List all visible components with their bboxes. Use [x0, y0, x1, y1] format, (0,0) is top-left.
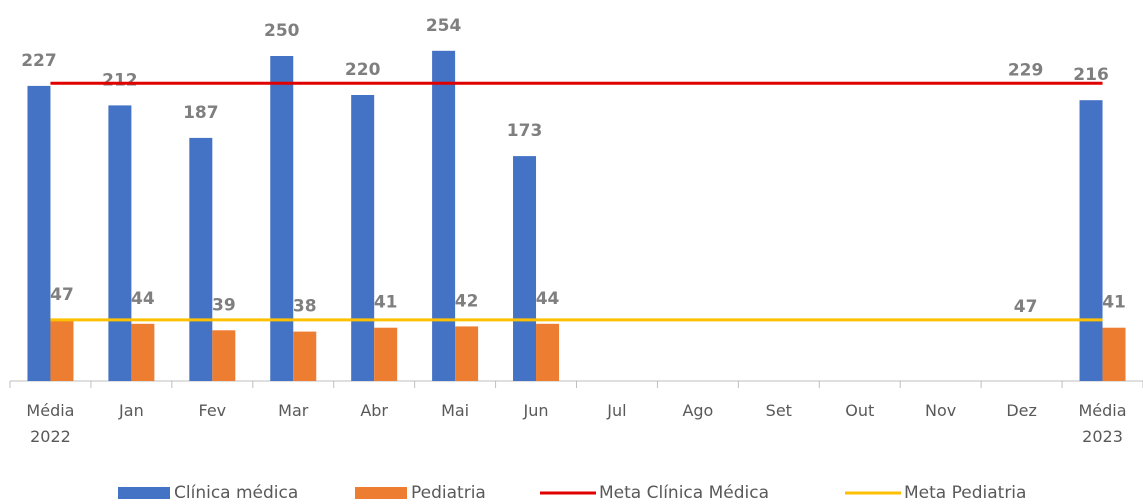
x-tick-label: Dez [1006, 401, 1037, 420]
target-label: 229 [1008, 60, 1044, 80]
x-tick-label: Jan [119, 401, 144, 420]
data-label: 187 [183, 103, 219, 123]
data-label: 173 [507, 121, 543, 141]
x-tick-label: Fev [198, 401, 227, 420]
bar [455, 326, 479, 381]
x-tick-label: Média 2022 [26, 401, 75, 446]
bar [1079, 100, 1103, 381]
data-label: 250 [264, 21, 300, 41]
bar [108, 105, 132, 382]
legend-label: Meta Pediatria [904, 483, 1026, 503]
bar [212, 330, 236, 381]
bar [131, 323, 155, 381]
bar [432, 50, 456, 382]
x-tick-label: Média 2023 [1078, 401, 1127, 446]
bar [351, 95, 375, 381]
legend-label: Pediatria [411, 483, 486, 503]
x-tick-label: Ago [682, 401, 714, 420]
bar [513, 156, 537, 381]
data-label: 44 [131, 289, 155, 309]
data-label: 254 [426, 16, 462, 36]
bar [536, 323, 560, 381]
data-label: 38 [293, 297, 317, 317]
x-tick-label: Mai [441, 401, 470, 420]
bar [27, 85, 51, 382]
x-tick-label: Jun [523, 401, 549, 420]
data-label: 39 [212, 295, 236, 315]
data-label: 216 [1073, 65, 1109, 85]
x-tick-label: Mar [278, 401, 309, 420]
legend-label: Clínica médica [174, 483, 298, 503]
bar [1102, 327, 1126, 381]
data-label: 44 [536, 289, 560, 309]
bar [374, 327, 398, 381]
target-label: 47 [1014, 297, 1038, 317]
x-tick-label: Set [765, 401, 792, 420]
legend-label: Meta Clínica Médica [599, 483, 769, 503]
data-label: 212 [102, 70, 138, 90]
x-tick-label: Jul [607, 401, 627, 420]
data-label: 42 [455, 291, 479, 311]
legend-swatch [355, 487, 407, 499]
bar [293, 331, 317, 381]
data-label: 41 [1102, 293, 1126, 313]
x-tick-label: Out [845, 401, 875, 420]
bar [270, 56, 294, 381]
x-tick-label: Abr [360, 401, 389, 420]
data-label: 220 [345, 60, 381, 80]
bar [50, 319, 74, 381]
data-label: 47 [50, 285, 74, 305]
data-label: 41 [374, 293, 398, 313]
legend-swatch [118, 487, 170, 499]
bar [189, 137, 213, 381]
x-tick-label: Nov [925, 401, 957, 420]
data-label: 227 [21, 51, 57, 71]
